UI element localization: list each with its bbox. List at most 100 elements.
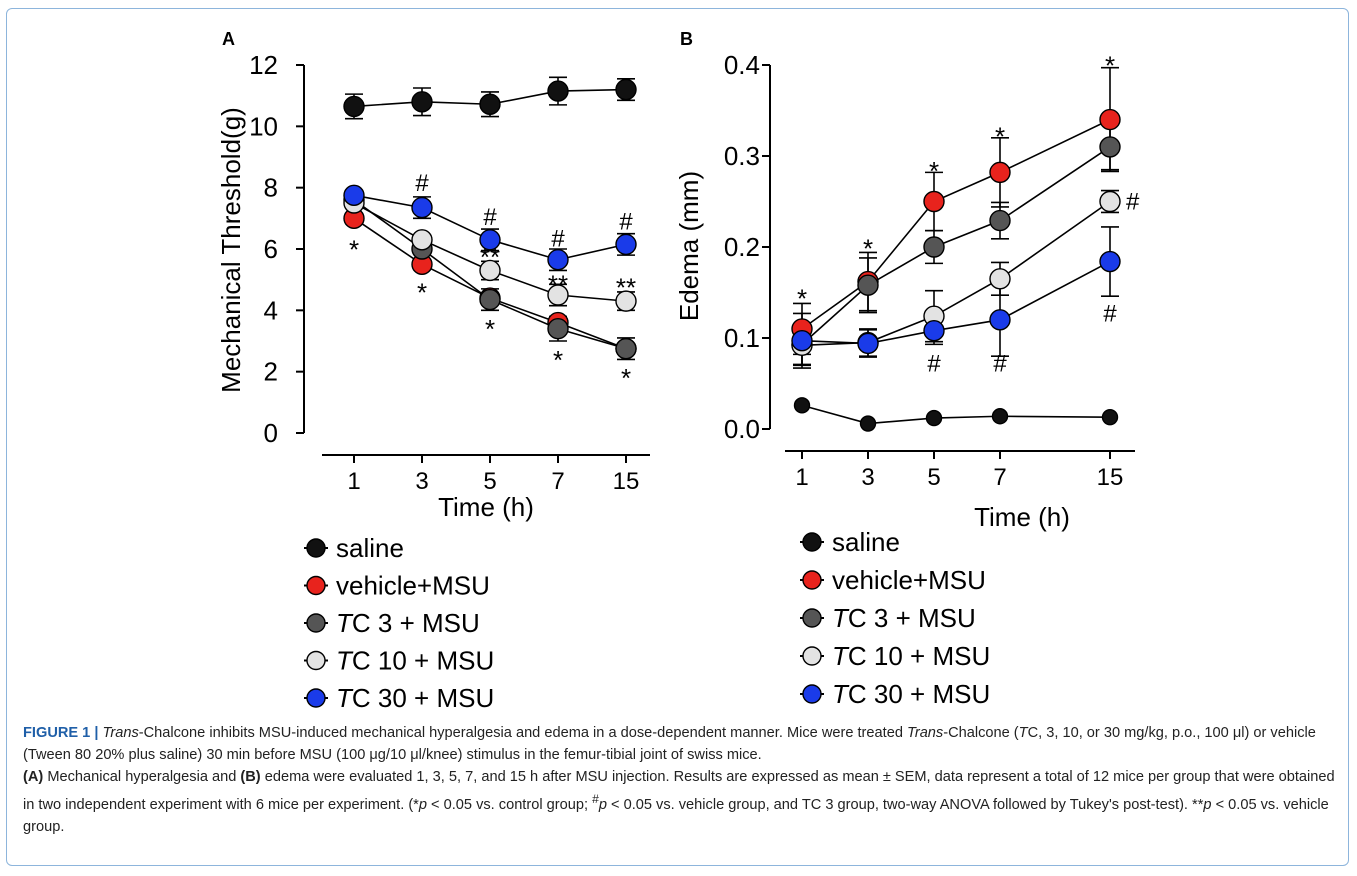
x-tick-label: 7 [993,464,1006,491]
data-point-vehicle [989,161,1011,184]
data-point-saline [615,78,637,101]
x-tick-label: 15 [1097,464,1124,491]
data-point-saline [991,408,1009,425]
series-line-tc10 [801,200,1111,347]
legend-label-part: T [336,646,354,676]
data-point-tc3 [547,318,569,340]
caption-text: -Chalcone ( [943,725,1019,741]
y-tick-label: 0.4 [724,50,760,80]
significance-mark: * [863,233,873,263]
legend-label-vehicle: vehicle+MSU [832,565,986,595]
data-point-tc10 [411,229,433,251]
caption-text: Mechanical hyperalgesia and [43,769,241,785]
y-tick-label: 0.1 [724,323,760,353]
significance-mark: * [929,156,939,186]
data-point-vehicle [923,190,945,213]
y-tick-label: 8 [264,173,278,203]
caption-text: Trans [907,725,944,741]
legend-label-saline: saline [832,527,900,557]
legend-label-part: C 30 + MSU [848,679,990,709]
y-axis-label: Mechanical Threshold(g) [216,107,246,393]
data-point-saline [925,409,943,427]
data-point-tc30 [857,332,879,355]
caption-text: p [598,796,607,813]
significance-mark: # [619,208,633,235]
legend-marker-vehicle [306,575,326,596]
significance-mark: * [349,234,359,264]
data-point-saline [411,91,433,113]
data-point-tc3 [989,209,1011,232]
y-tick-label: 10 [249,111,278,141]
y-tick-label: 2 [264,357,278,387]
x-axis-label: Time (h) [974,502,1070,532]
data-point-tc30 [1099,250,1121,273]
y-tick-label: 0.2 [724,232,760,262]
legend-label-part: C 10 + MSU [848,641,990,671]
legend-marker-tc10 [802,646,822,666]
legend-label-tc3: TC 3 + MSU [832,603,976,633]
legend-marker-saline [306,538,326,558]
significance-mark: # [483,204,497,231]
x-axis-label: Time (h) [438,492,534,522]
legend-marker-tc3 [802,608,822,628]
significance-mark: # [993,350,1007,377]
data-point-vehicle [1099,108,1121,131]
legend-label-part: saline [832,527,900,557]
y-tick-label: 4 [264,295,278,325]
data-point-tc10 [1099,190,1121,213]
caption-text: < 0.05 vs. vehicle group. [23,796,1329,835]
data-point-tc10 [615,290,637,312]
data-point-tc3 [1099,136,1121,158]
caption-text: # [592,792,599,806]
data-point-tc3 [923,236,945,258]
figure-caption: FIGURE 1 | Trans-Chalcone inhibits MSU-i… [23,722,1335,838]
significance-mark: # [1103,300,1117,327]
legend-marker-saline [802,532,822,552]
caption-text: (B) [240,769,261,785]
legend-label-tc30: TC 30 + MSU [832,679,990,709]
caption-text: < 0.05 vs. vehicle group, and TC 3 group… [606,796,1204,813]
legend-label-part: saline [336,533,404,563]
legend-label-part: T [336,683,354,713]
y-axis-label: Edema (mm) [674,171,704,321]
panel-b-chart: 0.0 0.1 0.2 0.3 0.4 Edema (mm) 1 3 5 7 15 Time (h) *… [674,50,1140,532]
significance-mark: * [797,283,807,313]
legend-label-part: vehicle+MSU [832,565,986,595]
legend-label-saline: saline [336,533,404,563]
data-point-tc30 [479,229,501,251]
series-line-tc3 [801,146,1111,345]
significance-mark: * [553,345,563,375]
data-point-saline [859,415,877,432]
y-tick-label: 0.3 [724,141,760,171]
legend-label-part: C 3 + MSU [848,603,976,633]
data-point-tc30 [547,249,569,271]
x-tick-label: 1 [795,464,808,491]
legend-label-part: C 3 + MSU [352,608,480,638]
panel-a-label: A [222,29,235,49]
significance-mark: # [551,225,565,252]
data-point-tc30 [343,184,365,207]
data-point-tc10 [989,268,1011,290]
legend-label-vehicle: vehicle+MSU [336,571,490,601]
caption-text: edema were evaluated 1, 3, 5, 7, and 15 … [23,769,1335,813]
series-line-saline [801,404,1111,425]
legend-label-part: T [832,641,850,671]
significance-mark: ** [616,273,636,303]
caption-text: p [1203,796,1212,813]
data-point-tc10 [479,259,501,282]
y-tick-label: 12 [249,50,278,80]
legend-label-part: C 10 + MSU [352,646,494,676]
legend-marker-tc10 [306,650,326,671]
data-point-tc3 [857,274,879,296]
significance-mark: ** [548,270,568,300]
series-line-vehicle [801,118,1111,330]
legend-label-part: T [832,603,850,633]
x-tick-label: 5 [927,464,940,491]
caption-text: p [418,796,427,813]
legend-label-tc10: TC 10 + MSU [336,646,494,676]
